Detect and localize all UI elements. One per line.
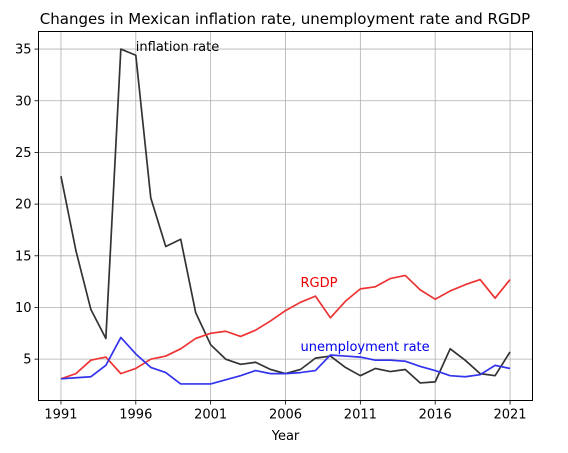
y-tick-label: 35 xyxy=(15,43,32,58)
y-tick-label: 5 xyxy=(23,353,31,368)
y-axis: 5 10 15 20 25 30 35 xyxy=(15,43,39,368)
x-axis: 1991 1996 2001 2006 2011 2016 2021 xyxy=(44,400,527,423)
series-line-rgdp xyxy=(60,274,511,380)
x-tick-label: 2001 xyxy=(194,408,227,423)
y-tick-label: 30 xyxy=(15,94,32,109)
y-tick-label: 20 xyxy=(15,198,32,213)
annotation-unemployment_label: unemployment rate xyxy=(300,340,429,355)
x-tick-label: 1991 xyxy=(44,408,77,423)
y-tick-label: 25 xyxy=(15,146,32,161)
x-axis-label: Year xyxy=(271,429,300,444)
x-tick-label: 2016 xyxy=(419,408,452,423)
y-tick-label: 10 xyxy=(15,301,32,316)
series-line-unemployment xyxy=(60,336,511,385)
chart-title: Changes in Mexican inflation rate, unemp… xyxy=(40,10,530,28)
series-layer xyxy=(60,48,511,385)
grid xyxy=(38,31,533,401)
y-tick-label: 15 xyxy=(15,249,32,264)
annotations: inflation rate RGDP unemployment rate xyxy=(136,40,430,355)
x-tick-label: 2006 xyxy=(269,408,302,423)
x-tick-label: 1996 xyxy=(119,408,152,423)
x-tick-label: 2021 xyxy=(493,408,526,423)
annotation-inflation_label: inflation rate xyxy=(136,40,219,55)
annotation-rgdp_label: RGDP xyxy=(300,276,337,291)
x-tick-label: 2011 xyxy=(344,408,377,423)
